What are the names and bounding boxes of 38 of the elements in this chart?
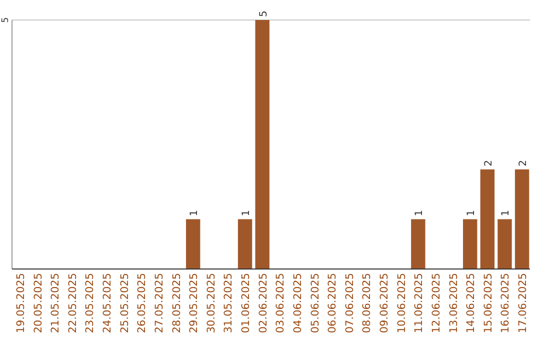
x-tick-label: 20.05.2025	[32, 273, 44, 334]
x-tick-label: 23.05.2025	[84, 273, 96, 334]
x-tick-label: 16.06.2025	[500, 273, 512, 334]
x-tick-label: 27.05.2025	[153, 273, 166, 334]
data-label: 1	[241, 210, 252, 216]
x-tick-label: 06.06.2025	[326, 273, 339, 334]
data-label: 1	[414, 210, 426, 216]
data-label: 1	[466, 210, 478, 216]
data-label: 1	[500, 210, 512, 216]
x-tick-label: 17.06.2025	[517, 273, 530, 334]
x-tick-label: 31.05.2025	[222, 273, 235, 334]
x-tick-label: 26.05.2025	[136, 273, 148, 334]
x-tick-label: 07.06.2025	[344, 273, 356, 334]
x-tick-label: 01.06.2025	[240, 273, 252, 334]
x-tick-label: 10.06.2025	[396, 273, 408, 334]
x-tick-label: 08.06.2025	[361, 273, 374, 334]
x-tick-label: 02.06.2025	[257, 273, 270, 334]
x-tick-label: 15.06.2025	[482, 273, 494, 334]
x-tick-label: 30.05.2025	[205, 273, 218, 334]
x-tick-label: 05.06.2025	[309, 273, 322, 334]
x-tick-label: 12.06.2025	[430, 273, 442, 334]
x-tick-label: 22.05.2025	[66, 273, 79, 334]
data-label: 2	[518, 160, 530, 166]
x-tick-label: 29.05.2025	[188, 273, 200, 334]
x-tick-label: 14.06.2025	[465, 273, 478, 334]
data-label: 5	[258, 10, 270, 17]
data-label: 2	[483, 160, 494, 166]
data-label: 1	[189, 210, 200, 216]
x-tick-label: 21.05.2025	[50, 273, 62, 334]
x-tick-label: 03.06.2025	[274, 273, 287, 334]
x-tick-label: 28.05.2025	[170, 273, 183, 334]
x-tick-label: 13.06.2025	[448, 273, 460, 334]
x-tick-label: 24.05.2025	[102, 273, 114, 334]
x-tick-label: 04.06.2025	[292, 273, 304, 334]
x-tick-label: 25.05.2025	[118, 273, 131, 334]
x-tick-label: 19.05.2025	[14, 273, 27, 334]
x-tick-label: 09.06.2025	[378, 273, 391, 334]
x-tick-label: 11.06.2025	[413, 273, 426, 334]
